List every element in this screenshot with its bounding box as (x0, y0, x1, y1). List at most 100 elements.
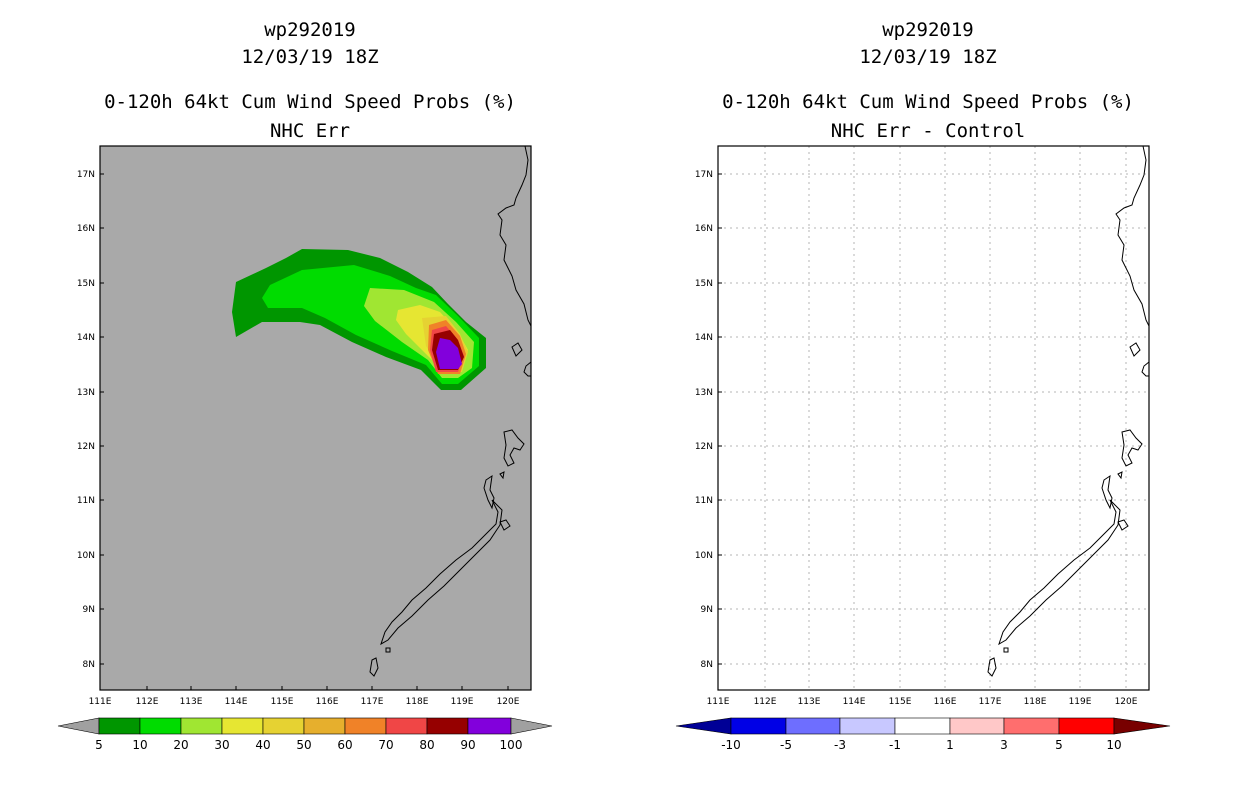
left-lat-label: 16N (77, 224, 95, 234)
right-lon-label: 118E (1024, 697, 1047, 707)
left-lon-label: 111E (89, 697, 112, 707)
left-lon-label: 118E (406, 697, 429, 707)
left-colorbar-swatch (262, 717, 305, 735)
left-colorbar-swatch (385, 717, 428, 735)
left-colorbar (57, 717, 553, 735)
left-colorbar-label: 100 (500, 738, 523, 752)
right-lat-label: 10N (695, 551, 713, 561)
left-colorbar-label: 80 (419, 738, 434, 752)
left-colorbar-label: 10 (132, 738, 147, 752)
left-datetime: 12/03/19 18Z (241, 46, 379, 68)
right-map-background (718, 146, 1149, 690)
right-colorbar-swatch (894, 717, 951, 735)
left-lon-label: 119E (451, 697, 474, 707)
left-colorbar-swatch (426, 717, 469, 735)
left-ticks (99, 173, 509, 690)
right-subtitle: NHC Err - Control (830, 120, 1026, 142)
left-lat-label: 8N (83, 660, 95, 670)
right-colorbar-label: 1 (946, 738, 954, 752)
right-datetime: 12/03/19 18Z (859, 46, 997, 68)
left-colorbar-swatch (221, 717, 264, 735)
left-lon-label: 115E (271, 697, 294, 707)
left-lon-label: 116E (316, 697, 339, 707)
right-colorbar-label: 5 (1055, 738, 1063, 752)
right-colorbar-swatch (1003, 717, 1060, 735)
probability-contours (232, 249, 486, 390)
left-colorbar-label: 20 (173, 738, 188, 752)
right-lat-label: 11N (695, 496, 713, 506)
right-lat-label: 13N (695, 388, 713, 398)
right-lat-label: 14N (695, 333, 713, 343)
left-colorbar-swatch (180, 717, 223, 735)
left-map-frame (99, 145, 532, 691)
right-colorbar-swatch (730, 717, 787, 735)
right-colorbar (675, 717, 1171, 735)
right-colorbar-high-arrow (1113, 717, 1171, 735)
left-colorbar-swatch (303, 717, 346, 735)
right-lon-label: 119E (1069, 697, 1092, 707)
left-colorbar-label: 60 (337, 738, 352, 752)
left-colorbar-high-arrow (510, 717, 553, 735)
left-lat-label: 11N (77, 496, 95, 506)
left-storm-id: wp292019 (264, 19, 356, 41)
right-lat-label: 16N (695, 224, 713, 234)
right-product-title: 0-120h 64kt Cum Wind Speed Probs (%) (722, 91, 1134, 113)
left-map-background (100, 146, 531, 690)
left-lon-label: 113E (180, 697, 203, 707)
right-lat-label: 9N (701, 605, 713, 615)
right-coastlines (987, 146, 1149, 677)
left-lat-label: 13N (77, 388, 95, 398)
left-colorbar-swatch (98, 717, 141, 735)
left-lat-label: 12N (77, 442, 95, 452)
left-colorbar-label: 40 (255, 738, 270, 752)
right-colorbar-label: 3 (1000, 738, 1008, 752)
left-lon-label: 120E (497, 697, 520, 707)
right-colorbar-label: -10 (721, 738, 741, 752)
left-lat-label: 17N (77, 170, 95, 180)
right-colorbar-swatch (785, 717, 841, 735)
left-coastlines (369, 146, 531, 677)
left-product-title: 0-120h 64kt Cum Wind Speed Probs (%) (104, 91, 516, 113)
left-colorbar-label: 5 (95, 738, 103, 752)
left-lat-label: 14N (77, 333, 95, 343)
right-colorbar-low-arrow (675, 717, 732, 735)
left-subtitle: NHC Err (269, 120, 351, 142)
left-colorbar-label: 30 (214, 738, 229, 752)
right-ticks (718, 173, 722, 665)
right-colorbar-label: 10 (1106, 738, 1121, 752)
contour-100 (436, 338, 462, 369)
left-lat-label: 10N (77, 551, 95, 561)
right-colorbar-swatch (949, 717, 1005, 735)
right-colorbar-label: -1 (889, 738, 901, 752)
right-lon-label: 111E (707, 697, 730, 707)
right-storm-id: wp292019 (882, 19, 974, 41)
left-colorbar-swatch (467, 717, 512, 735)
right-lon-label: 112E (754, 697, 777, 707)
right-lat-label: 8N (701, 660, 713, 670)
right-lon-label: 115E (889, 697, 912, 707)
left-colorbar-label: 90 (460, 738, 475, 752)
right-colorbar-label: -5 (780, 738, 792, 752)
right-lon-label: 113E (798, 697, 821, 707)
right-lon-label: 117E (979, 697, 1002, 707)
right-colorbar-label: -3 (834, 738, 846, 752)
left-colorbar-swatch (139, 717, 182, 735)
left-lon-label: 114E (225, 697, 248, 707)
right-lon-label: 114E (843, 697, 866, 707)
left-lat-label: 15N (77, 279, 95, 289)
left-colorbar-label: 50 (296, 738, 311, 752)
right-colorbar-swatch (1058, 717, 1115, 735)
right-lat-label: 12N (695, 442, 713, 452)
left-colorbar-label: 70 (378, 738, 393, 752)
right-gridlines (718, 146, 1149, 690)
right-lon-label: 116E (934, 697, 957, 707)
left-colorbar-swatch (344, 717, 387, 735)
right-colorbar-swatch (839, 717, 896, 735)
left-lon-label: 117E (361, 697, 384, 707)
left-colorbar-low-arrow (57, 717, 100, 735)
left-lat-label: 9N (83, 605, 95, 615)
right-lon-label: 120E (1115, 697, 1138, 707)
left-lon-label: 112E (136, 697, 159, 707)
right-map-frame (717, 145, 1150, 691)
